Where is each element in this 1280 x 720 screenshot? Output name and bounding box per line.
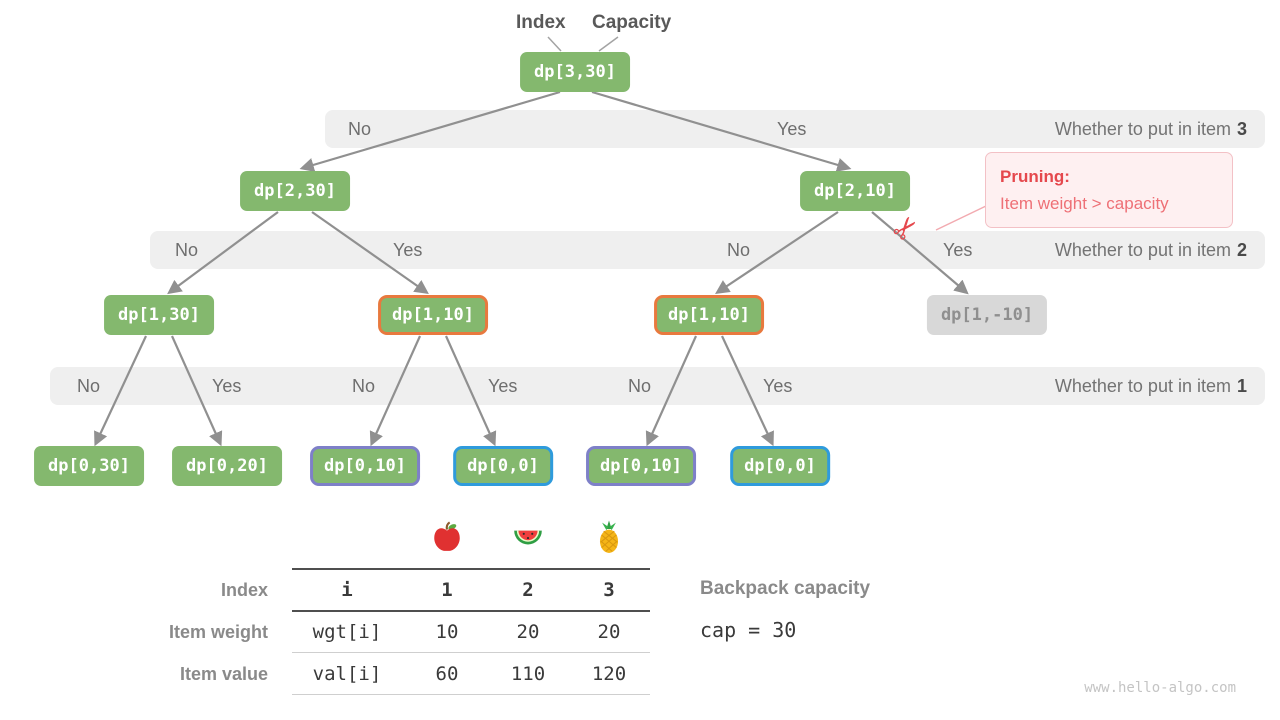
table-row-label-weight: Item weight [168,622,268,642]
branch-label-yes: Yes [488,376,518,396]
table-rule-mid [292,652,650,653]
table-rule-bottom [292,694,650,695]
branch-label-yes: Yes [212,376,242,396]
index-pointer-line [547,36,562,52]
band-question-item3: Whether to put in item 3 [1055,110,1247,148]
branch-label-yes: Yes [763,376,793,396]
apple-icon [434,521,460,551]
branch-label-yes: Yes [943,240,973,260]
table-rule-header [292,610,650,612]
branch-label-yes: Yes [393,240,423,260]
table-cell: 1 [441,579,453,601]
branch-label-no: No [77,376,101,396]
table-cell: 110 [510,663,546,685]
table-cell: val[i] [312,663,382,685]
table-cell: 20 [597,621,621,643]
branch-label-yes: Yes [777,119,807,139]
table-cell: 3 [603,579,615,601]
table-cell: 2 [522,579,534,601]
node-dp-1-10-left: dp[1,10] [378,295,488,335]
branch-label-no: No [628,376,652,396]
backpack-capacity-value: cap = 30 [700,618,797,642]
node-dp-1-neg10-pruned: dp[1,-10] [926,295,1048,335]
table-row-label-index: Index [220,580,268,600]
node-dp-1-30: dp[1,30] [104,295,214,335]
band-question-item2: Whether to put in item 2 [1055,231,1247,269]
decision-band-item1: No Yes No Yes No Yes Whether to put in i… [50,367,1265,405]
pruning-colon: : [1064,167,1070,186]
node-dp-0-30: dp[0,30] [34,446,144,486]
table-cell: 10 [435,621,459,643]
branch-label-no: No [352,376,376,396]
table-cell: 20 [516,621,540,643]
node-dp-2-30: dp[2,30] [240,171,350,211]
capacity-label: Capacity [592,12,672,33]
branch-label-no: No [348,119,372,139]
band-question-text: Whether to put in item [1054,376,1236,396]
pruning-description: Item weight > capacity [1000,194,1169,214]
node-dp-2-10: dp[2,10] [800,171,910,211]
index-label: Index [516,12,566,33]
table-cell: 120 [591,663,627,685]
node-dp-1-10-right: dp[1,10] [654,295,764,335]
watermelon-icon [514,530,542,545]
pruning-title-line: Pruning: [1000,163,1218,190]
watermark: www.hello-algo.com [1084,680,1236,696]
node-dp-3-30: dp[3,30] [520,52,630,92]
band-question-text: Whether to put in item [1054,240,1236,260]
pineapple-icon [599,520,619,553]
node-dp-0-10-left: dp[0,10] [310,446,420,486]
backpack-capacity-label: Backpack capacity [700,578,871,599]
band-question-item1: Whether to put in item 1 [1055,367,1247,405]
pruning-leader-line [935,205,987,231]
node-dp-0-20: dp[0,20] [172,446,282,486]
table-row-label-value: Item value [179,664,268,684]
node-dp-0-10-right: dp[0,10] [586,446,696,486]
decision-band-item3: No Yes Whether to put in item 3 [325,110,1265,148]
branch-label-no: No [727,240,751,260]
band-question-text: Whether to put in item [1054,119,1236,139]
node-dp-0-0-right: dp[0,0] [730,446,830,486]
band-question-item-number: 3 [1236,119,1247,139]
table-cell: wgt[i] [312,621,382,643]
band-question-item-number: 2 [1236,240,1247,260]
pruning-callout: Pruning: Item weight > capacity [985,152,1233,229]
band-question-item-number: 1 [1236,376,1247,396]
capacity-pointer-line [598,36,619,52]
table-rule-top [292,568,650,570]
table-cell: i [341,579,353,601]
branch-label-no: No [175,240,199,260]
node-dp-0-0-left: dp[0,0] [453,446,553,486]
decision-band-item2: No Yes No Yes Whether to put in item 2 [150,231,1265,269]
pruning-title: Pruning [1000,167,1065,186]
table-cell: 60 [435,663,459,685]
